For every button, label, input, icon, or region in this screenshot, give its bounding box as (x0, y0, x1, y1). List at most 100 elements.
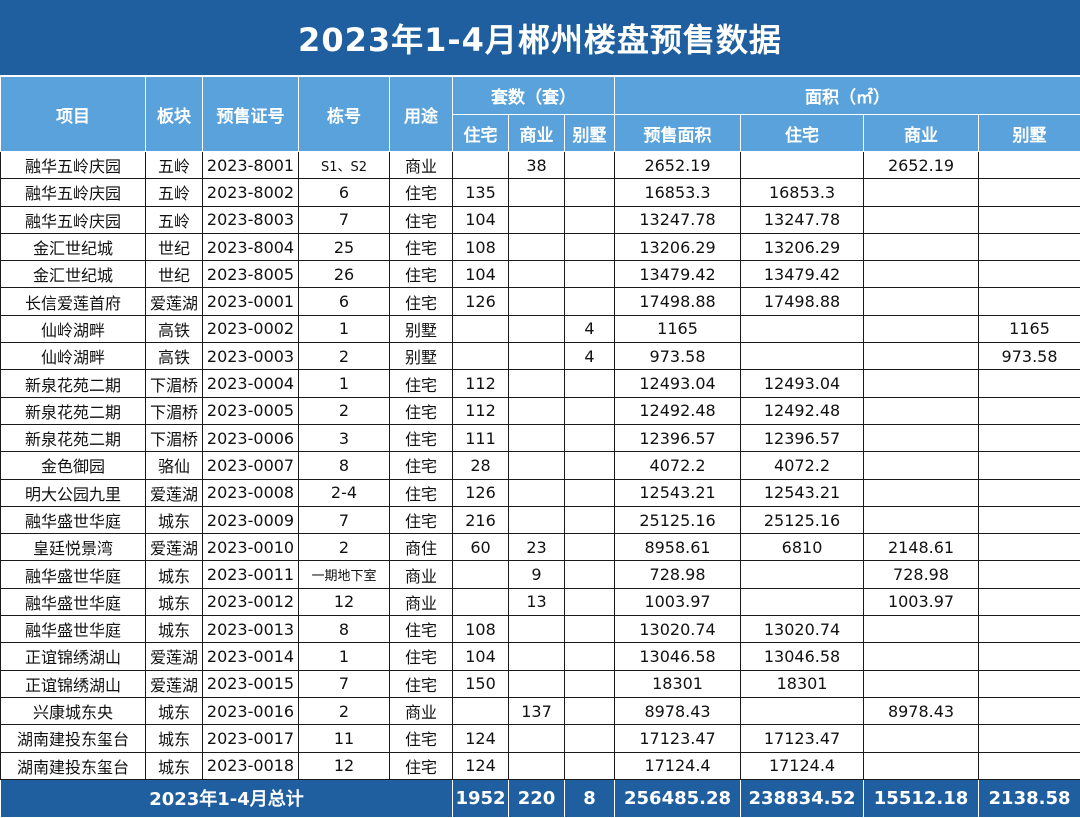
cell-area-presale: 8958.61 (615, 534, 741, 561)
header-units-residential: 住宅 (453, 115, 509, 152)
cell-area-residential: 13479.42 (741, 261, 864, 288)
cell-building: 7 (299, 206, 390, 233)
cell-district: 世纪 (146, 233, 203, 260)
cell-area-commercial (864, 233, 979, 260)
cell-area-residential: 17123.47 (741, 725, 864, 752)
cell-area-residential (741, 343, 864, 370)
cell-area-presale: 1003.97 (615, 588, 741, 615)
cell-usage: 住宅 (390, 288, 453, 315)
total-area-villa: 2138.58 (979, 779, 1080, 817)
cell-permit: 2023-0011 (203, 561, 299, 588)
cell-district: 爱莲湖 (146, 643, 203, 670)
cell-usage: 住宅 (390, 424, 453, 451)
cell-usage: 住宅 (390, 506, 453, 533)
cell-units-residential: 124 (453, 752, 509, 779)
cell-building: 一期地下室 (299, 561, 390, 588)
cell-units-residential (453, 697, 509, 724)
cell-area-villa (979, 616, 1080, 643)
cell-units-commercial (509, 725, 565, 752)
cell-area-commercial (864, 288, 979, 315)
cell-project: 融华盛世华庭 (1, 561, 146, 588)
cell-units-residential (453, 315, 509, 342)
cell-area-presale: 728.98 (615, 561, 741, 588)
cell-project: 融华五岭庆园 (1, 206, 146, 233)
cell-units-residential: 104 (453, 206, 509, 233)
cell-project: 融华五岭庆园 (1, 152, 146, 179)
cell-area-residential: 4072.2 (741, 452, 864, 479)
cell-units-residential: 108 (453, 616, 509, 643)
cell-permit: 2023-0008 (203, 479, 299, 506)
cell-area-villa (979, 397, 1080, 424)
cell-building: 2 (299, 397, 390, 424)
cell-units-residential (453, 588, 509, 615)
cell-units-commercial (509, 643, 565, 670)
cell-units-villa: 4 (565, 343, 615, 370)
cell-area-commercial: 2652.19 (864, 152, 979, 179)
cell-permit: 2023-0009 (203, 506, 299, 533)
cell-district: 城东 (146, 725, 203, 752)
cell-units-villa (565, 261, 615, 288)
cell-project: 皇廷悦景湾 (1, 534, 146, 561)
cell-units-commercial (509, 233, 565, 260)
cell-units-residential: 108 (453, 233, 509, 260)
cell-project: 新泉花苑二期 (1, 424, 146, 451)
page-title: 2023年1-4月郴州楼盘预售数据 (0, 0, 1080, 76)
totals-row: 2023年1-4月总计 1952 220 8 256485.28 238834.… (1, 779, 1080, 817)
header-project: 项目 (1, 77, 146, 152)
cell-area-residential: 12543.21 (741, 479, 864, 506)
cell-area-residential: 16853.3 (741, 179, 864, 206)
cell-units-commercial (509, 261, 565, 288)
cell-area-presale: 8978.43 (615, 697, 741, 724)
cell-area-commercial (864, 752, 979, 779)
cell-permit: 2023-8002 (203, 179, 299, 206)
cell-permit: 2023-8003 (203, 206, 299, 233)
cell-area-residential (741, 561, 864, 588)
header-area-residential: 住宅 (741, 115, 864, 152)
cell-area-villa (979, 452, 1080, 479)
cell-area-presale: 16853.3 (615, 179, 741, 206)
cell-area-commercial (864, 670, 979, 697)
cell-permit: 2023-0017 (203, 725, 299, 752)
cell-district: 世纪 (146, 261, 203, 288)
total-units-residential: 1952 (453, 779, 509, 817)
cell-project: 金汇世纪城 (1, 233, 146, 260)
cell-area-commercial (864, 424, 979, 451)
cell-units-villa (565, 725, 615, 752)
cell-units-residential: 60 (453, 534, 509, 561)
cell-area-presale: 13206.29 (615, 233, 741, 260)
cell-permit: 2023-0014 (203, 643, 299, 670)
total-area-residential: 238834.52 (741, 779, 864, 817)
cell-district: 城东 (146, 697, 203, 724)
cell-area-residential: 12493.04 (741, 370, 864, 397)
cell-project: 新泉花苑二期 (1, 370, 146, 397)
header-units-group: 套数（套） (453, 77, 615, 115)
cell-permit: 2023-0005 (203, 397, 299, 424)
cell-area-commercial (864, 479, 979, 506)
cell-usage: 商业 (390, 697, 453, 724)
header-usage: 用途 (390, 77, 453, 152)
cell-district: 下湄桥 (146, 397, 203, 424)
cell-area-presale: 12492.48 (615, 397, 741, 424)
cell-district: 骆仙 (146, 452, 203, 479)
cell-area-villa: 973.58 (979, 343, 1080, 370)
cell-district: 爱莲湖 (146, 670, 203, 697)
cell-project: 仙岭湖畔 (1, 343, 146, 370)
cell-project: 融华盛世华庭 (1, 588, 146, 615)
cell-permit: 2023-0016 (203, 697, 299, 724)
cell-area-villa (979, 206, 1080, 233)
cell-usage: 住宅 (390, 233, 453, 260)
cell-usage: 别墅 (390, 343, 453, 370)
cell-permit: 2023-0012 (203, 588, 299, 615)
cell-permit: 2023-0013 (203, 616, 299, 643)
cell-area-residential (741, 152, 864, 179)
cell-usage: 商业 (390, 588, 453, 615)
cell-units-villa (565, 643, 615, 670)
cell-district: 城东 (146, 588, 203, 615)
